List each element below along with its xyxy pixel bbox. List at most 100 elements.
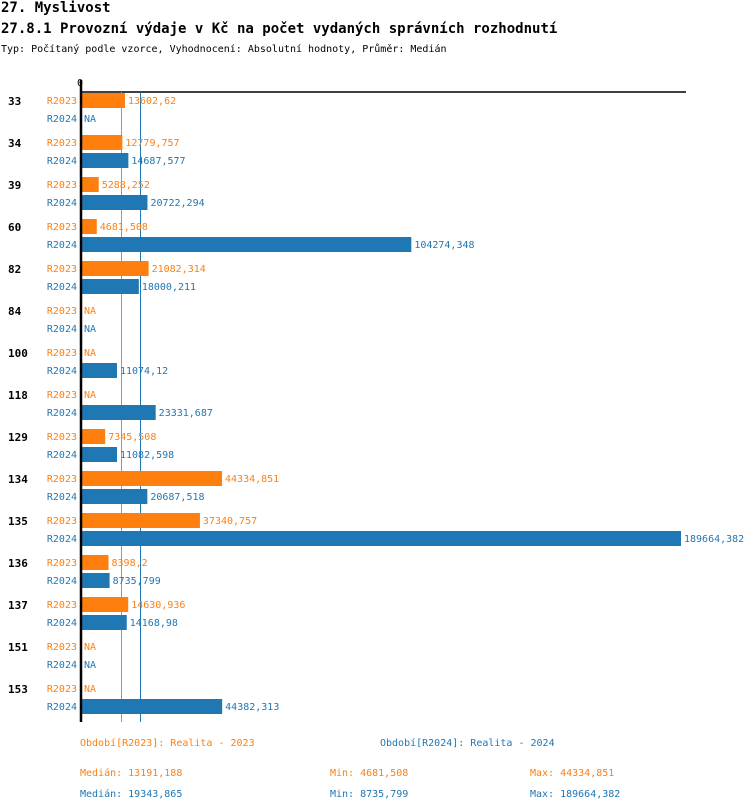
data-label-r2023: 13602,62 (128, 96, 176, 107)
stat-min-r2023: Min: 4681,508 (330, 768, 409, 779)
category-label: 129 (8, 431, 28, 444)
data-label-r2023: 44334,851 (225, 474, 279, 485)
data-label-r2023: 12779,757 (125, 138, 179, 149)
data-label-r2023: 4681,508 (100, 222, 148, 233)
category-label: 82 (8, 263, 21, 276)
category-label: 34 (8, 137, 22, 150)
series-label-r2024: R2024 (47, 702, 77, 713)
bar-r2023 (82, 513, 200, 528)
bar-r2024 (82, 279, 139, 294)
series-label-r2023: R2023 (47, 96, 77, 107)
chart-title: 27.8.1 Provozní výdaje v Kč na počet vyd… (1, 21, 558, 37)
data-label-r2024: 104274,348 (414, 240, 474, 251)
bar-r2024 (82, 363, 117, 378)
bar-r2023 (82, 471, 223, 486)
category-label: 153 (8, 683, 28, 696)
series-label-r2023: R2023 (47, 432, 77, 443)
bar-r2023 (82, 219, 97, 234)
section-title: 27. Myslivost (1, 0, 111, 16)
series-label-r2023: R2023 (47, 348, 77, 359)
series-label-r2024: R2024 (47, 576, 77, 587)
bar-r2024 (82, 405, 156, 420)
stat-min-r2024: Min: 8735,799 (330, 789, 409, 800)
series-label-r2023: R2023 (47, 222, 77, 233)
stat-max-r2023: Max: 44334,851 (530, 768, 615, 779)
legend-r2024: Období[R2024]: Realita - 2024 (380, 738, 555, 749)
bar-r2023 (82, 261, 149, 276)
data-label-r2024: 11074,12 (120, 366, 168, 377)
series-label-r2023: R2023 (47, 474, 77, 485)
data-label-r2023: NA (84, 306, 96, 317)
data-label-r2024: NA (84, 324, 96, 335)
category-label: 118 (8, 389, 28, 402)
category-label: 135 (8, 515, 28, 528)
data-label-r2023: 8398,2 (112, 558, 148, 569)
series-label-r2023: R2023 (47, 642, 77, 653)
bar-r2023 (82, 93, 125, 108)
bar-r2023 (82, 177, 99, 192)
bar-r2024 (82, 195, 148, 210)
legend-r2023: Období[R2023]: Realita - 2023 (80, 738, 255, 749)
category-label: 151 (8, 641, 28, 654)
chart-subtitle: Typ: Počítaný podle vzorce, Vyhodnocení:… (1, 44, 447, 55)
bar-r2024 (82, 447, 118, 462)
series-label-r2024: R2024 (47, 114, 77, 125)
bar-r2023 (82, 135, 123, 150)
bar-r2024 (82, 153, 129, 168)
series-label-r2023: R2023 (47, 516, 77, 527)
category-label: 39 (8, 179, 21, 192)
data-label-r2023: NA (84, 642, 96, 653)
data-label-r2024: 189664,382 (684, 534, 744, 545)
data-label-r2023: 14630,936 (131, 600, 185, 611)
series-label-r2024: R2024 (47, 198, 77, 209)
bar-r2023 (82, 597, 129, 612)
data-label-r2023: NA (84, 684, 96, 695)
data-label-r2024: 20687,518 (150, 492, 204, 503)
stat-median-r2023: Medián: 13191,188 (80, 768, 183, 779)
data-label-r2023: 21082,314 (152, 264, 206, 275)
bar-r2024 (82, 489, 148, 504)
series-label-r2023: R2023 (47, 180, 77, 191)
series-label-r2023: R2023 (47, 600, 77, 611)
bar-r2024 (82, 237, 412, 252)
series-label-r2024: R2024 (47, 660, 77, 671)
bar-r2024 (82, 531, 681, 546)
category-label: 33 (8, 95, 21, 108)
series-label-r2024: R2024 (47, 618, 77, 629)
data-label-r2023: 5288,252 (102, 180, 150, 191)
series-label-r2023: R2023 (47, 558, 77, 569)
series-label-r2023: R2023 (47, 264, 77, 275)
series-label-r2024: R2024 (47, 492, 77, 503)
category-label: 60 (8, 221, 21, 234)
data-label-r2023: 7345,508 (108, 432, 156, 443)
data-label-r2024: 20722,294 (150, 198, 204, 209)
data-label-r2023: NA (84, 390, 96, 401)
bar-r2024 (82, 699, 223, 714)
data-label-r2024: 14687,577 (131, 156, 185, 167)
category-label: 134 (8, 473, 28, 486)
series-label-r2023: R2023 (47, 306, 77, 317)
data-label-r2024: 14168,98 (130, 618, 178, 629)
series-label-r2024: R2024 (47, 534, 77, 545)
data-label-r2024: NA (84, 660, 96, 671)
bar-chart: 033R202313602,62R2024NA34R202312779,757R… (8, 78, 744, 722)
bar-r2024 (82, 573, 110, 588)
series-label-r2024: R2024 (47, 156, 77, 167)
data-label-r2024: 8735,799 (113, 576, 161, 587)
bar-r2023 (82, 555, 109, 570)
series-label-r2024: R2024 (47, 324, 77, 335)
category-label: 136 (8, 557, 28, 570)
category-label: 100 (8, 347, 28, 360)
data-label-r2023: NA (84, 348, 96, 359)
stat-median-r2024: Medián: 19343,865 (80, 789, 183, 800)
category-label: 84 (8, 305, 22, 318)
data-label-r2024: 11082,598 (120, 450, 174, 461)
data-label-r2024: 44382,313 (225, 702, 279, 713)
series-label-r2024: R2024 (47, 282, 77, 293)
bar-r2024 (82, 615, 127, 630)
bar-r2023 (82, 429, 106, 444)
series-label-r2023: R2023 (47, 390, 77, 401)
data-label-r2024: 23331,687 (159, 408, 213, 419)
series-label-r2024: R2024 (47, 240, 77, 251)
series-label-r2023: R2023 (47, 684, 77, 695)
